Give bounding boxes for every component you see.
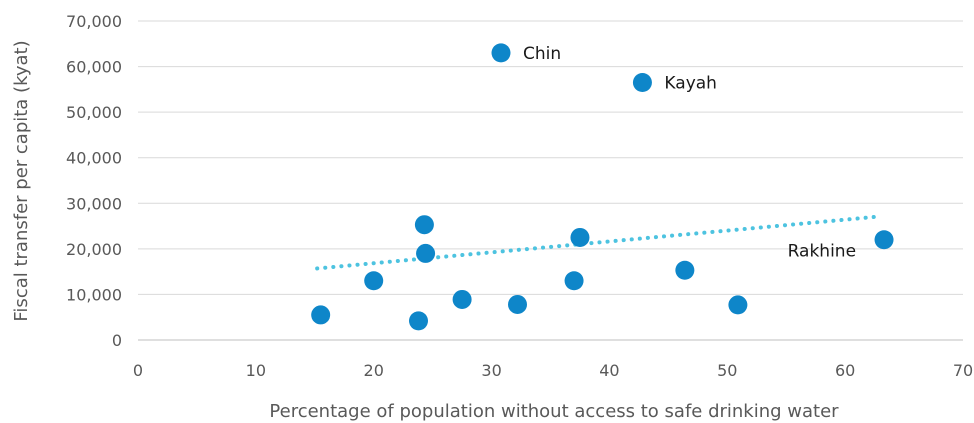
y-tick-label: 30,000 xyxy=(66,194,122,213)
data-point xyxy=(452,289,472,309)
y-tick-label: 10,000 xyxy=(66,285,122,304)
data-point xyxy=(311,305,331,325)
data-point xyxy=(570,227,590,247)
y-tick-labels: 0 10,000 20,000 30,000 40,000 50,000 60,000 70,… xyxy=(66,12,122,350)
y-tick-label: 40,000 xyxy=(66,149,122,168)
data-point xyxy=(409,311,428,331)
data-point xyxy=(874,230,894,250)
x-axis-title: Percentage of population without access … xyxy=(269,401,839,422)
x-tick-labels: 0 10 20 30 40 50 60 70 xyxy=(133,361,973,380)
y-tick-label: 70,000 xyxy=(66,12,122,31)
x-tick-label: 30 xyxy=(481,361,501,380)
data-point xyxy=(675,260,695,280)
data-point xyxy=(508,294,527,314)
x-tick-label: 0 xyxy=(133,361,143,380)
data-point xyxy=(728,295,748,315)
data-point-label: Rakhine xyxy=(788,242,856,262)
y-tick-label: 50,000 xyxy=(66,103,122,122)
x-tick-label: 20 xyxy=(364,361,384,380)
x-tick-label: 70 xyxy=(953,361,973,380)
y-axis-title: Fiscal transfer per capita (kyat) xyxy=(11,40,32,321)
y-tick-label: 0 xyxy=(112,331,122,350)
x-tick-label: 40 xyxy=(599,361,619,380)
x-tick-label: 10 xyxy=(246,361,266,380)
data-point xyxy=(564,271,584,291)
data-point xyxy=(414,215,434,235)
x-tick-label: 50 xyxy=(717,361,737,380)
data-point xyxy=(632,73,652,93)
data-point-label: Chin xyxy=(523,44,561,64)
y-tick-label: 60,000 xyxy=(66,58,122,77)
y-tick-label: 20,000 xyxy=(66,240,122,259)
data-point xyxy=(416,243,436,263)
grid-lines xyxy=(138,20,963,341)
data-point-label: Kayah xyxy=(664,74,717,94)
data-point xyxy=(364,271,384,291)
point-labels: Chin Kayah Rakhine xyxy=(523,44,856,262)
data-point xyxy=(491,43,511,63)
x-tick-label: 60 xyxy=(835,361,855,380)
data-points xyxy=(311,43,894,331)
